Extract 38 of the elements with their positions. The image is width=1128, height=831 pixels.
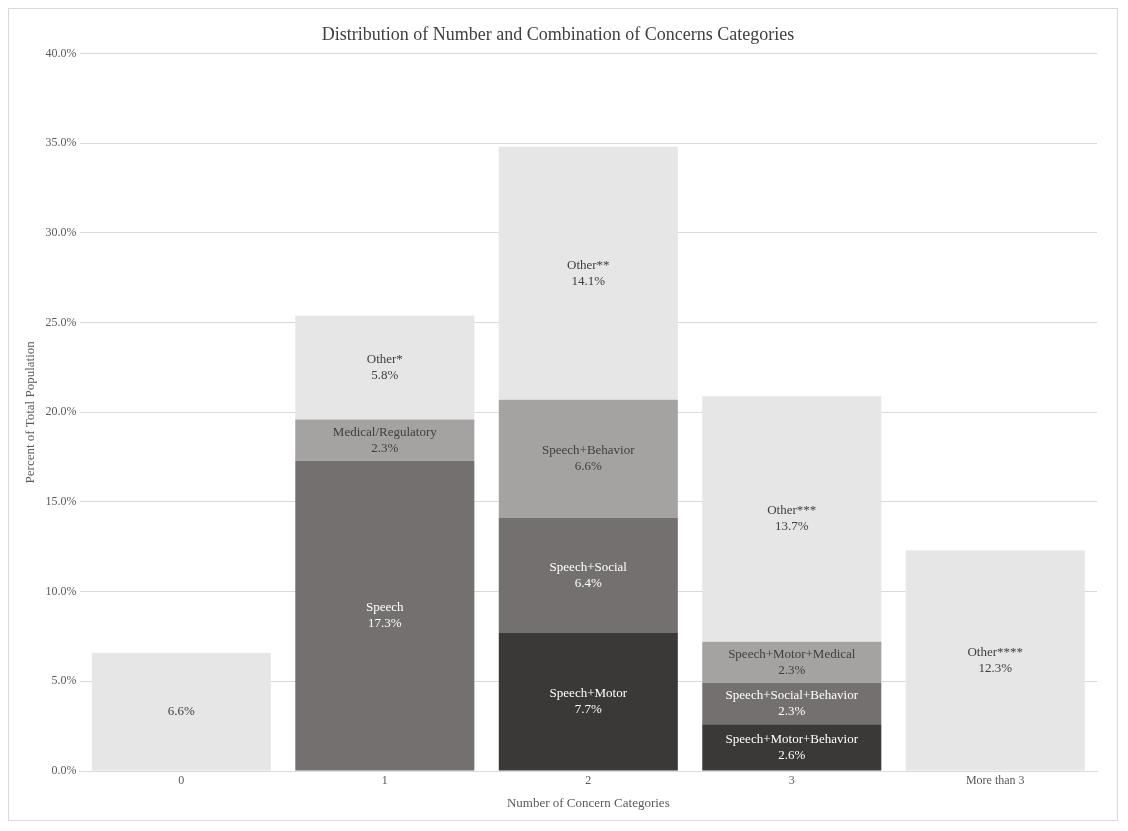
y-tick-label: 35.0% [45, 135, 77, 150]
bar [702, 724, 882, 771]
data-label: Medical/Regulatory 2.3% [332, 423, 438, 455]
x-tick-label: 1 [381, 773, 388, 788]
x-axis-title: Number of Concern Categories [506, 794, 670, 810]
bar [498, 518, 678, 633]
bar [498, 399, 678, 519]
y-axis-title: Percent of Total Population [22, 340, 38, 484]
bar [498, 146, 678, 400]
data-label: Speech+Social 6.4% [549, 558, 628, 590]
x-tick-label: 2 [585, 773, 592, 788]
data-label: Other** 14.1% [566, 256, 610, 288]
data-label: Speech+Social+Behavior 2.3% [725, 687, 859, 719]
y-tick-label: 10.0% [45, 583, 77, 598]
bar [702, 396, 882, 642]
data-label: Other**** 12.3% [967, 643, 1024, 675]
data-label: Speech+Motor 7.7% [549, 685, 628, 717]
data-label: Speech+Motor+Medical 2.3% [728, 645, 856, 677]
data-label: Speech+Motor+Behavior 2.6% [725, 730, 859, 762]
y-tick-label: 20.0% [45, 404, 77, 419]
bar [498, 632, 678, 771]
chart-title: Distribution of Number and Combination of Concerns Categories [321, 23, 795, 44]
data-label: Speech 17.3% [366, 599, 405, 631]
y-tick-label: 30.0% [45, 225, 77, 240]
x-tick-label: 3 [788, 773, 795, 788]
bar [702, 641, 882, 684]
data-label: Other* 5.8% [366, 350, 403, 382]
data-label: Speech+Behavior 6.6% [542, 442, 636, 474]
bar [702, 683, 882, 725]
x-tick-label: 0 [178, 773, 185, 788]
data-label: 6.6% [167, 702, 196, 718]
y-tick-label: 5.0% [51, 673, 77, 688]
y-tick-label: 25.0% [45, 314, 77, 329]
data-label: Other*** 13.7% [767, 502, 817, 534]
y-tick-label: 40.0% [45, 45, 77, 60]
y-tick-label: 15.0% [45, 494, 77, 509]
x-tick-label: More than 3 [965, 773, 1025, 788]
y-tick-label: 0.0% [51, 763, 77, 778]
